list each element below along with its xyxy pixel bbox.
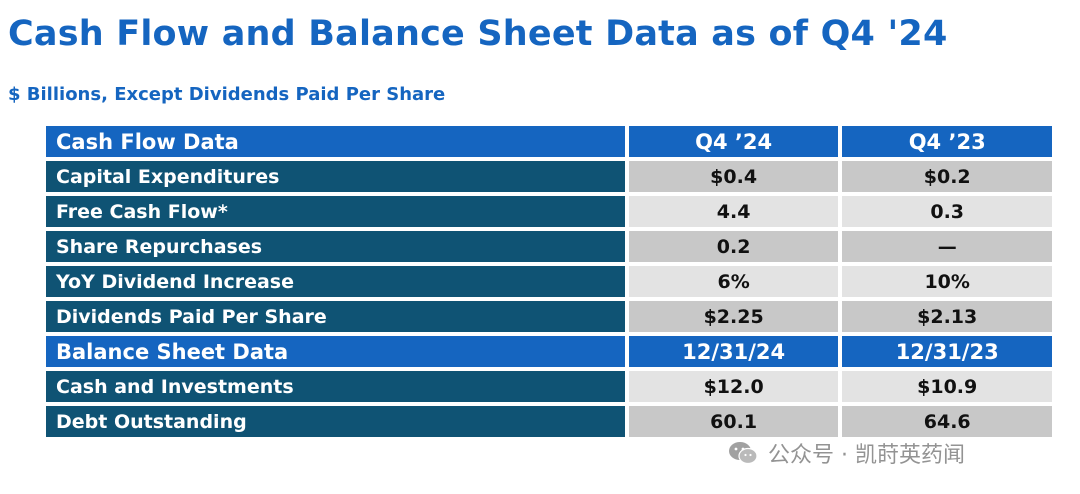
balance-sheet-header-col2: 12/31/23 (842, 336, 1052, 367)
balance-sheet-header-col1: 12/31/24 (628, 336, 839, 367)
table-row: Dividends Paid Per Share $2.25 $2.13 (46, 301, 1052, 332)
balance-sheet-header-label: Balance Sheet Data (46, 336, 625, 367)
cash-flow-header-col2: Q4 ’23 (842, 126, 1052, 157)
cash-flow-header-row: Cash Flow Data Q4 ’24 Q4 ’23 (46, 126, 1052, 157)
table-row: Free Cash Flow* 4.4 0.3 (46, 196, 1052, 227)
row-value-q4-24: $2.25 (628, 301, 839, 332)
cash-flow-header-col1: Q4 ’24 (628, 126, 839, 157)
table-row: Share Repurchases 0.2 — (46, 231, 1052, 262)
balance-sheet-header-row: Balance Sheet Data 12/31/24 12/31/23 (46, 336, 1052, 367)
row-value-q4-24: 6% (628, 266, 839, 297)
row-label: Capital Expenditures (46, 161, 625, 192)
watermark: 公众号 · 凯莳英药闻 (728, 436, 965, 470)
cash-flow-header-label: Cash Flow Data (46, 126, 625, 157)
row-value-q4-23: $2.13 (842, 301, 1052, 332)
row-value-q4-23: 0.3 (842, 196, 1052, 227)
row-label: Debt Outstanding (46, 406, 625, 437)
row-label: Share Repurchases (46, 231, 625, 262)
table-row: YoY Dividend Increase 6% 10% (46, 266, 1052, 297)
row-value-12-31-24: 60.1 (628, 406, 839, 437)
watermark-text: 公众号 · 凯莳英药闻 (768, 443, 965, 468)
row-label: Free Cash Flow* (46, 196, 625, 227)
row-value-12-31-23: 64.6 (842, 406, 1052, 437)
table-row: Debt Outstanding 60.1 64.6 (46, 406, 1052, 437)
row-value-12-31-24: $12.0 (628, 371, 839, 402)
row-value-q4-24: 4.4 (628, 196, 839, 227)
financial-table: Cash Flow Data Q4 ’24 Q4 ’23 Capital Exp… (42, 122, 1056, 441)
row-value-q4-23: 10% (842, 266, 1052, 297)
row-label: YoY Dividend Increase (46, 266, 625, 297)
row-value-q4-24: 0.2 (628, 231, 839, 262)
page-subtitle: $ Billions, Except Dividends Paid Per Sh… (8, 84, 446, 105)
row-label: Cash and Investments (46, 371, 625, 402)
table-row: Capital Expenditures $0.4 $0.2 (46, 161, 1052, 192)
row-label: Dividends Paid Per Share (46, 301, 625, 332)
wechat-icon (729, 442, 758, 465)
page-title: Cash Flow and Balance Sheet Data as of Q… (8, 14, 948, 54)
table-row: Cash and Investments $12.0 $10.9 (46, 371, 1052, 402)
row-value-q4-23: — (842, 231, 1052, 262)
row-value-12-31-23: $10.9 (842, 371, 1052, 402)
row-value-q4-24: $0.4 (628, 161, 839, 192)
row-value-q4-23: $0.2 (842, 161, 1052, 192)
